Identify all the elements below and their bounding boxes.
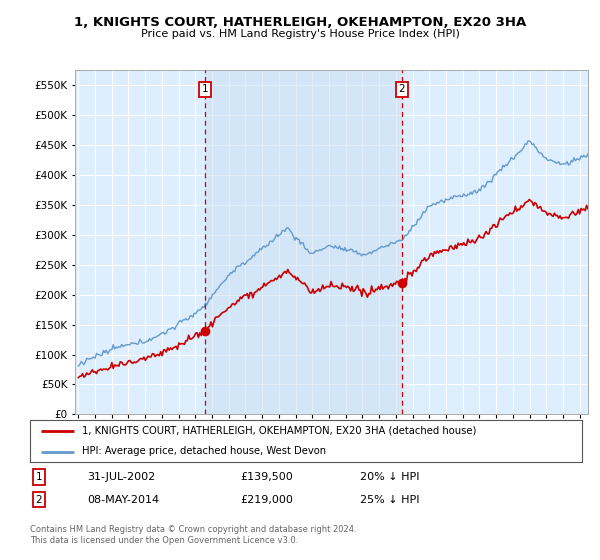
Text: 2: 2 [398, 84, 405, 94]
Text: 2: 2 [35, 494, 43, 505]
Text: £139,500: £139,500 [240, 472, 293, 482]
Text: 1, KNIGHTS COURT, HATHERLEIGH, OKEHAMPTON, EX20 3HA (detached house): 1, KNIGHTS COURT, HATHERLEIGH, OKEHAMPTO… [82, 426, 477, 436]
Text: 31-JUL-2002: 31-JUL-2002 [87, 472, 155, 482]
Text: 08-MAY-2014: 08-MAY-2014 [87, 494, 159, 505]
Text: Contains HM Land Registry data © Crown copyright and database right 2024.
This d: Contains HM Land Registry data © Crown c… [30, 525, 356, 545]
Text: Price paid vs. HM Land Registry's House Price Index (HPI): Price paid vs. HM Land Registry's House … [140, 29, 460, 39]
Text: 1: 1 [202, 84, 208, 94]
Text: 1: 1 [35, 472, 43, 482]
Text: 1, KNIGHTS COURT, HATHERLEIGH, OKEHAMPTON, EX20 3HA: 1, KNIGHTS COURT, HATHERLEIGH, OKEHAMPTO… [74, 16, 526, 29]
Text: £219,000: £219,000 [240, 494, 293, 505]
Text: 25% ↓ HPI: 25% ↓ HPI [360, 494, 419, 505]
Text: HPI: Average price, detached house, West Devon: HPI: Average price, detached house, West… [82, 446, 326, 456]
Text: 20% ↓ HPI: 20% ↓ HPI [360, 472, 419, 482]
Bar [205, 70, 402, 414]
